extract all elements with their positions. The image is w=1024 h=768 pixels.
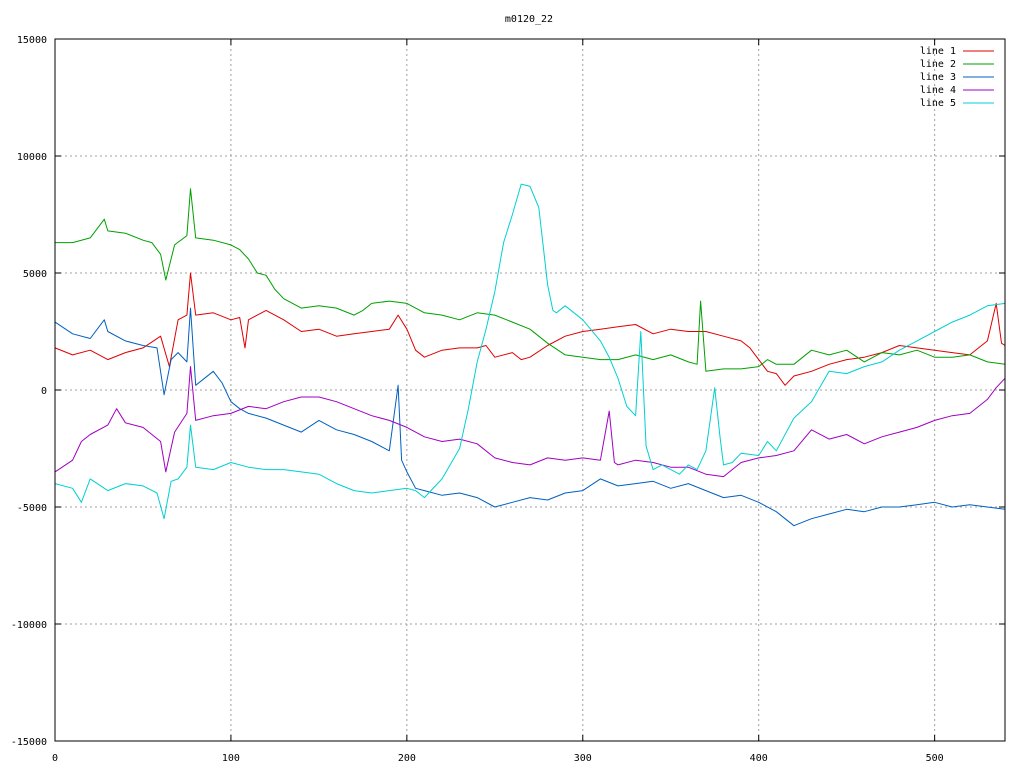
y-tick-label: 15000 bbox=[17, 35, 47, 46]
y-tick-label: -5000 bbox=[17, 503, 47, 514]
series-line-3 bbox=[54, 307, 1006, 527]
series-line-4 bbox=[54, 366, 1006, 478]
y-tick-label: -15000 bbox=[11, 737, 47, 748]
legend-label-4: line 4 bbox=[920, 85, 956, 96]
x-tick-label: 200 bbox=[398, 753, 416, 764]
legend-label-1: line 1 bbox=[920, 46, 956, 57]
x-tick-label: 300 bbox=[574, 753, 592, 764]
x-tick-label: 400 bbox=[750, 753, 768, 764]
series-line-2 bbox=[55, 188, 1006, 372]
legend-label-3: line 3 bbox=[920, 72, 956, 83]
x-tick-label: 500 bbox=[926, 753, 944, 764]
series-line-1 bbox=[54, 272, 1006, 386]
series-group bbox=[54, 183, 1006, 527]
series-line-5 bbox=[54, 183, 1006, 520]
x-tick-label: 0 bbox=[52, 753, 58, 764]
y-tick-label: 10000 bbox=[17, 152, 47, 163]
y-tick-label: -10000 bbox=[11, 620, 47, 631]
y-tick-label: 5000 bbox=[23, 269, 47, 280]
chart-title: m0120_22 bbox=[505, 14, 553, 25]
legend-label-5: line 5 bbox=[920, 98, 956, 109]
x-tick-label: 100 bbox=[222, 753, 240, 764]
axes: 0 100 200 300 400 500 -15000 -10000 -5000 0 5000 10… bbox=[11, 35, 1005, 764]
legend-label-2: line 2 bbox=[920, 59, 956, 70]
y-tick-label: 0 bbox=[41, 386, 47, 397]
grid-lines bbox=[55, 39, 1005, 741]
legend: line 1 line 2 line 3 line 4 line 5 bbox=[920, 46, 994, 109]
